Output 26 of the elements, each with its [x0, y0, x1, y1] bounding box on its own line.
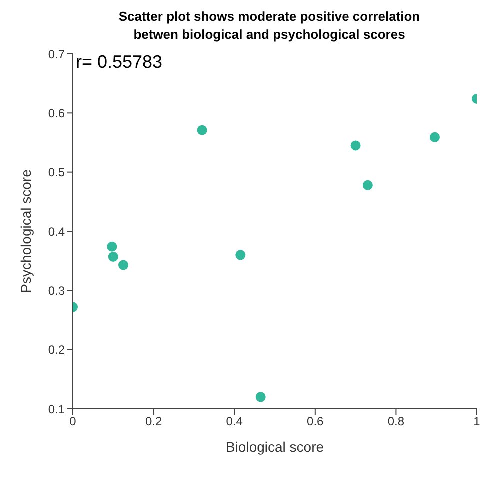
point — [430, 132, 440, 142]
point — [256, 392, 266, 402]
y-tick-label: 0.5 — [48, 166, 66, 180]
point — [107, 242, 118, 252]
point — [236, 250, 246, 260]
y-axis-title: Psychological score — [18, 169, 34, 294]
y-tick-label: 0.3 — [48, 284, 66, 298]
point — [350, 140, 361, 151]
point — [362, 180, 373, 190]
chart-title: Scatter plot shows moderate positive correlation betwen biological and psychological scores — [118, 8, 422, 44]
x-tick-label: 0 — [70, 414, 77, 429]
y-tick-label: 0.6 — [48, 106, 66, 120]
annotation: r= 0.55783 — [76, 52, 163, 73]
point — [108, 252, 118, 262]
point — [118, 260, 128, 270]
x-tick-label: 0.6 — [307, 414, 324, 429]
x-tick-label: 0.8 — [388, 414, 405, 429]
y-tick-label: 0.4 — [48, 224, 66, 239]
x-tick-label: 0.4 — [226, 414, 244, 429]
y-tick-label: 0.7 — [48, 47, 66, 62]
y-tick-label: 0.1 — [48, 402, 66, 416]
x-tick-label: 0.2 — [145, 414, 162, 429]
x-tick-label: 1 — [474, 414, 481, 429]
x-axis-title: Biological score — [226, 439, 324, 455]
point — [197, 125, 208, 136]
y-tick-label: 0.2 — [48, 343, 66, 358]
